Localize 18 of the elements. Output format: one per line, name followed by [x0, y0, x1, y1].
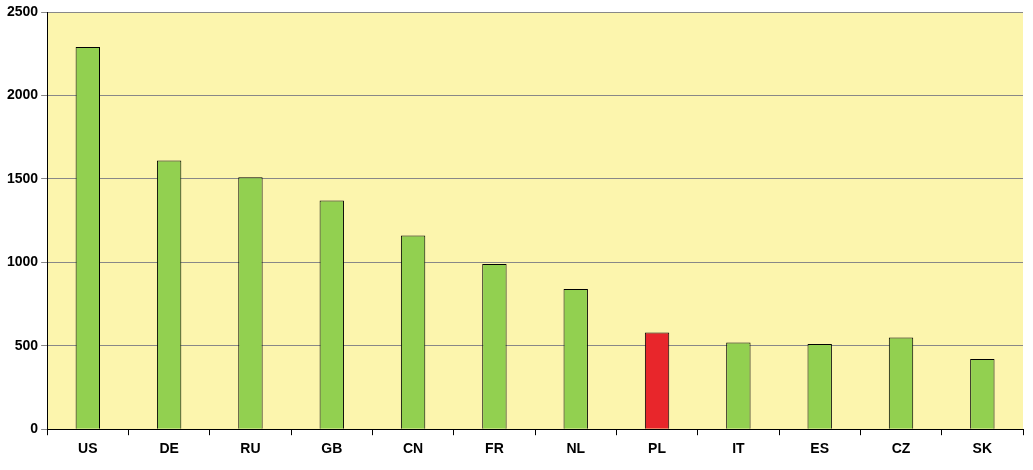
x-tick-label: SK — [972, 440, 993, 457]
y-tick-label: 2000 — [6, 86, 39, 103]
y-tick-label: 0 — [30, 420, 39, 437]
x-tick-label: CZ — [891, 440, 911, 457]
y-tick-label: 1500 — [6, 169, 39, 186]
x-tick-label: FR — [485, 440, 504, 457]
x-tick-label: IT — [732, 440, 746, 457]
y-tick-label: 1000 — [6, 253, 39, 270]
x-tick-label: NL — [566, 440, 586, 457]
x-tick-label: RU — [240, 440, 261, 457]
x-tick-label: CN — [402, 440, 424, 457]
x-tick-label: GB — [321, 440, 343, 457]
y-tick-label: 500 — [14, 336, 39, 353]
x-tick-label: PL — [648, 440, 667, 457]
y-tick-label: 2500 — [6, 2, 39, 19]
x-tick-label: DE — [159, 440, 179, 457]
x-tick-label: US — [78, 440, 98, 457]
x-tick-label: ES — [810, 440, 830, 457]
